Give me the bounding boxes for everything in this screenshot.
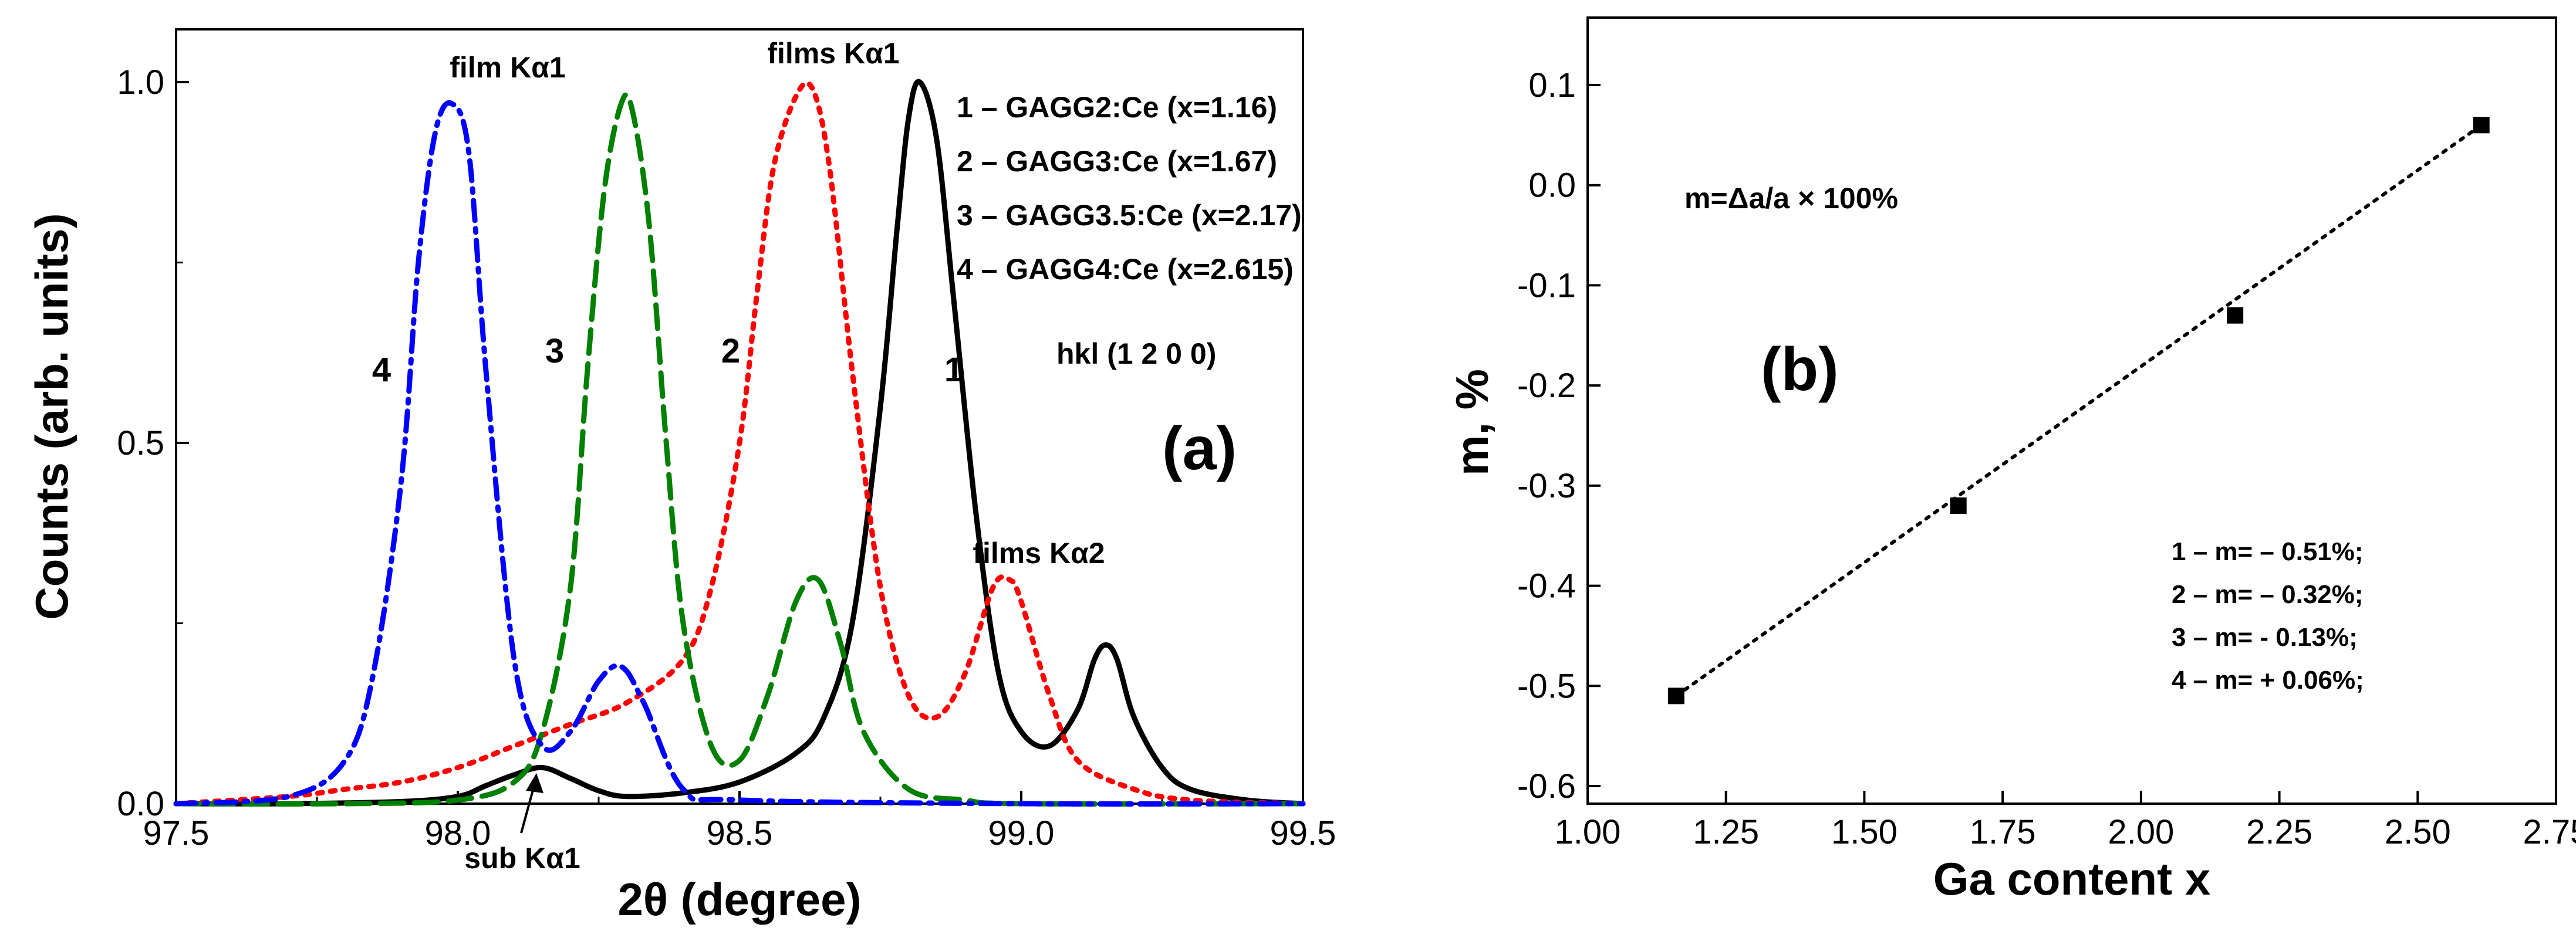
panel-a-curves: [173, 79, 1306, 807]
curve-label-3: 3: [545, 332, 564, 370]
panel-a-y-axis-title: Counts (arb. units): [26, 213, 77, 619]
panel-b-y-ticks: 0.1 0.0 -0.1 -0.2 -0.3 -0.4 -0.5 -0.6: [1517, 66, 1601, 805]
annotation-sub-ka1-arrowhead: [526, 773, 543, 793]
panel-b-x-tick-label: 1.00: [1555, 813, 1621, 851]
panel-a-label: (a): [1162, 415, 1237, 483]
panel-a-chart: 97.5 98.0 98.5 99.0 99.5 0.0 0.5 1.0 2θ (degre…: [26, 28, 1336, 925]
panel-b-legend-entry-1: 1 – m= – 0.51%;: [2172, 537, 2364, 566]
panel-b-chart: 1.00 1.25 1.50 1.75 2.00 2.25 2.50 2.75 0.1 0.0 -…: [1446, 16, 2576, 905]
panel-b-y-tick-label: -0.2: [1517, 367, 1576, 405]
panel-a-x-axis-title: 2θ (degree): [618, 873, 862, 925]
data-point-4: [2473, 117, 2490, 134]
panel-a-x-tick-label: 98.0: [425, 814, 491, 852]
panel-b-x-axis-title: Ga content x: [1933, 853, 2210, 905]
panel-b-plot-frame: [1586, 16, 2557, 805]
panel-a-x-ticks: 97.5 98.0 98.5 99.0 99.5: [143, 791, 1336, 852]
annotation-film-ka1: film Kα1: [450, 51, 565, 84]
panel-b-label: (b): [1761, 336, 1839, 404]
panel-a-x-tick-label: 99.0: [988, 814, 1055, 852]
panel-b-x-tick-label: 1.75: [1970, 813, 2036, 851]
panel-a-x-tick-label: 97.5: [143, 814, 210, 852]
panel-b-x-tick-label: 2.75: [2523, 813, 2576, 851]
panel-b-x-tick-label: 1.50: [1831, 813, 1898, 851]
annotation-films-ka2: films Kα2: [973, 537, 1105, 570]
panel-b-points: [1667, 117, 2490, 705]
panel-a-legend-entry-1: 1 – GAGG2:Ce (x=1.16): [957, 91, 1277, 124]
panel-b-y-axis-title: m, %: [1446, 369, 1498, 476]
series-2-curve: [173, 80, 1306, 807]
panel-b-y-tick-label: -0.4: [1517, 567, 1576, 605]
data-point-1: [1667, 688, 1684, 705]
panel-a-y-tick-label: 1.0: [117, 63, 164, 101]
series-1-curve: [173, 79, 1306, 807]
panel-a-y-tick-label: 0.0: [117, 785, 164, 823]
data-point-2: [1950, 497, 1967, 514]
panel-b-y-tick-label: 0.0: [1528, 167, 1576, 205]
panel-b-y-tick-label: 0.1: [1528, 66, 1576, 104]
series-4-curve: [173, 100, 1306, 807]
data-point-3: [2227, 307, 2244, 324]
panel-a-legend-entry-4: 4 – GAGG4:Ce (x=2.615): [957, 253, 1294, 286]
annotation-films-ka1: films Kα1: [767, 37, 899, 70]
curve-label-2: 2: [721, 332, 740, 370]
panel-b-legend-entry-2: 2 – m= – 0.32%;: [2172, 580, 2364, 609]
panel-b-x-tick-label: 2.00: [2108, 813, 2174, 851]
curve-label-1: 1: [944, 351, 963, 389]
series-3-curve: [173, 92, 1306, 807]
panel-a-y-ticks: 0.0 0.5 1.0: [117, 63, 189, 823]
hkl-label: hkl (1 2 0 0): [1056, 337, 1216, 370]
fit-line: [1674, 123, 2483, 698]
panel-a-x-tick-label: 99.5: [1270, 814, 1336, 852]
panel-b-x-tick-label: 2.50: [2385, 813, 2451, 851]
panel-b-y-tick-label: -0.1: [1517, 266, 1576, 304]
panel-a-legend-entry-2: 2 – GAGG3:Ce (x=1.67): [957, 145, 1277, 178]
formula-label: m=Δa/a × 100%: [1684, 182, 1898, 215]
panel-b-y-tick-label: -0.3: [1517, 467, 1576, 505]
panel-a-legend-entry-3: 3 – GAGG3.5:Ce (x=2.17): [957, 199, 1302, 232]
panel-b-x-tick-label: 1.25: [1693, 813, 1759, 851]
annotation-sub-ka1: sub Kα1: [464, 842, 580, 875]
panel-b-x-ticks: 1.00 1.25 1.50 1.75 2.00 2.25 2.50 2.75: [1555, 791, 2576, 851]
panel-b-y-tick-label: -0.6: [1517, 767, 1576, 805]
panel-a-y-tick-label: 0.5: [117, 424, 164, 462]
panel-b-legend-entry-3: 3 – m= - 0.13%;: [2172, 623, 2358, 652]
panel-b-x-tick-label: 2.25: [2246, 813, 2312, 851]
panel-a-x-tick-label: 98.5: [707, 814, 773, 852]
panel-b-legend-entry-4: 4 – m= + 0.06%;: [2172, 666, 2364, 695]
curve-label-4: 4: [372, 351, 391, 389]
panel-b-y-tick-label: -0.5: [1517, 667, 1576, 705]
